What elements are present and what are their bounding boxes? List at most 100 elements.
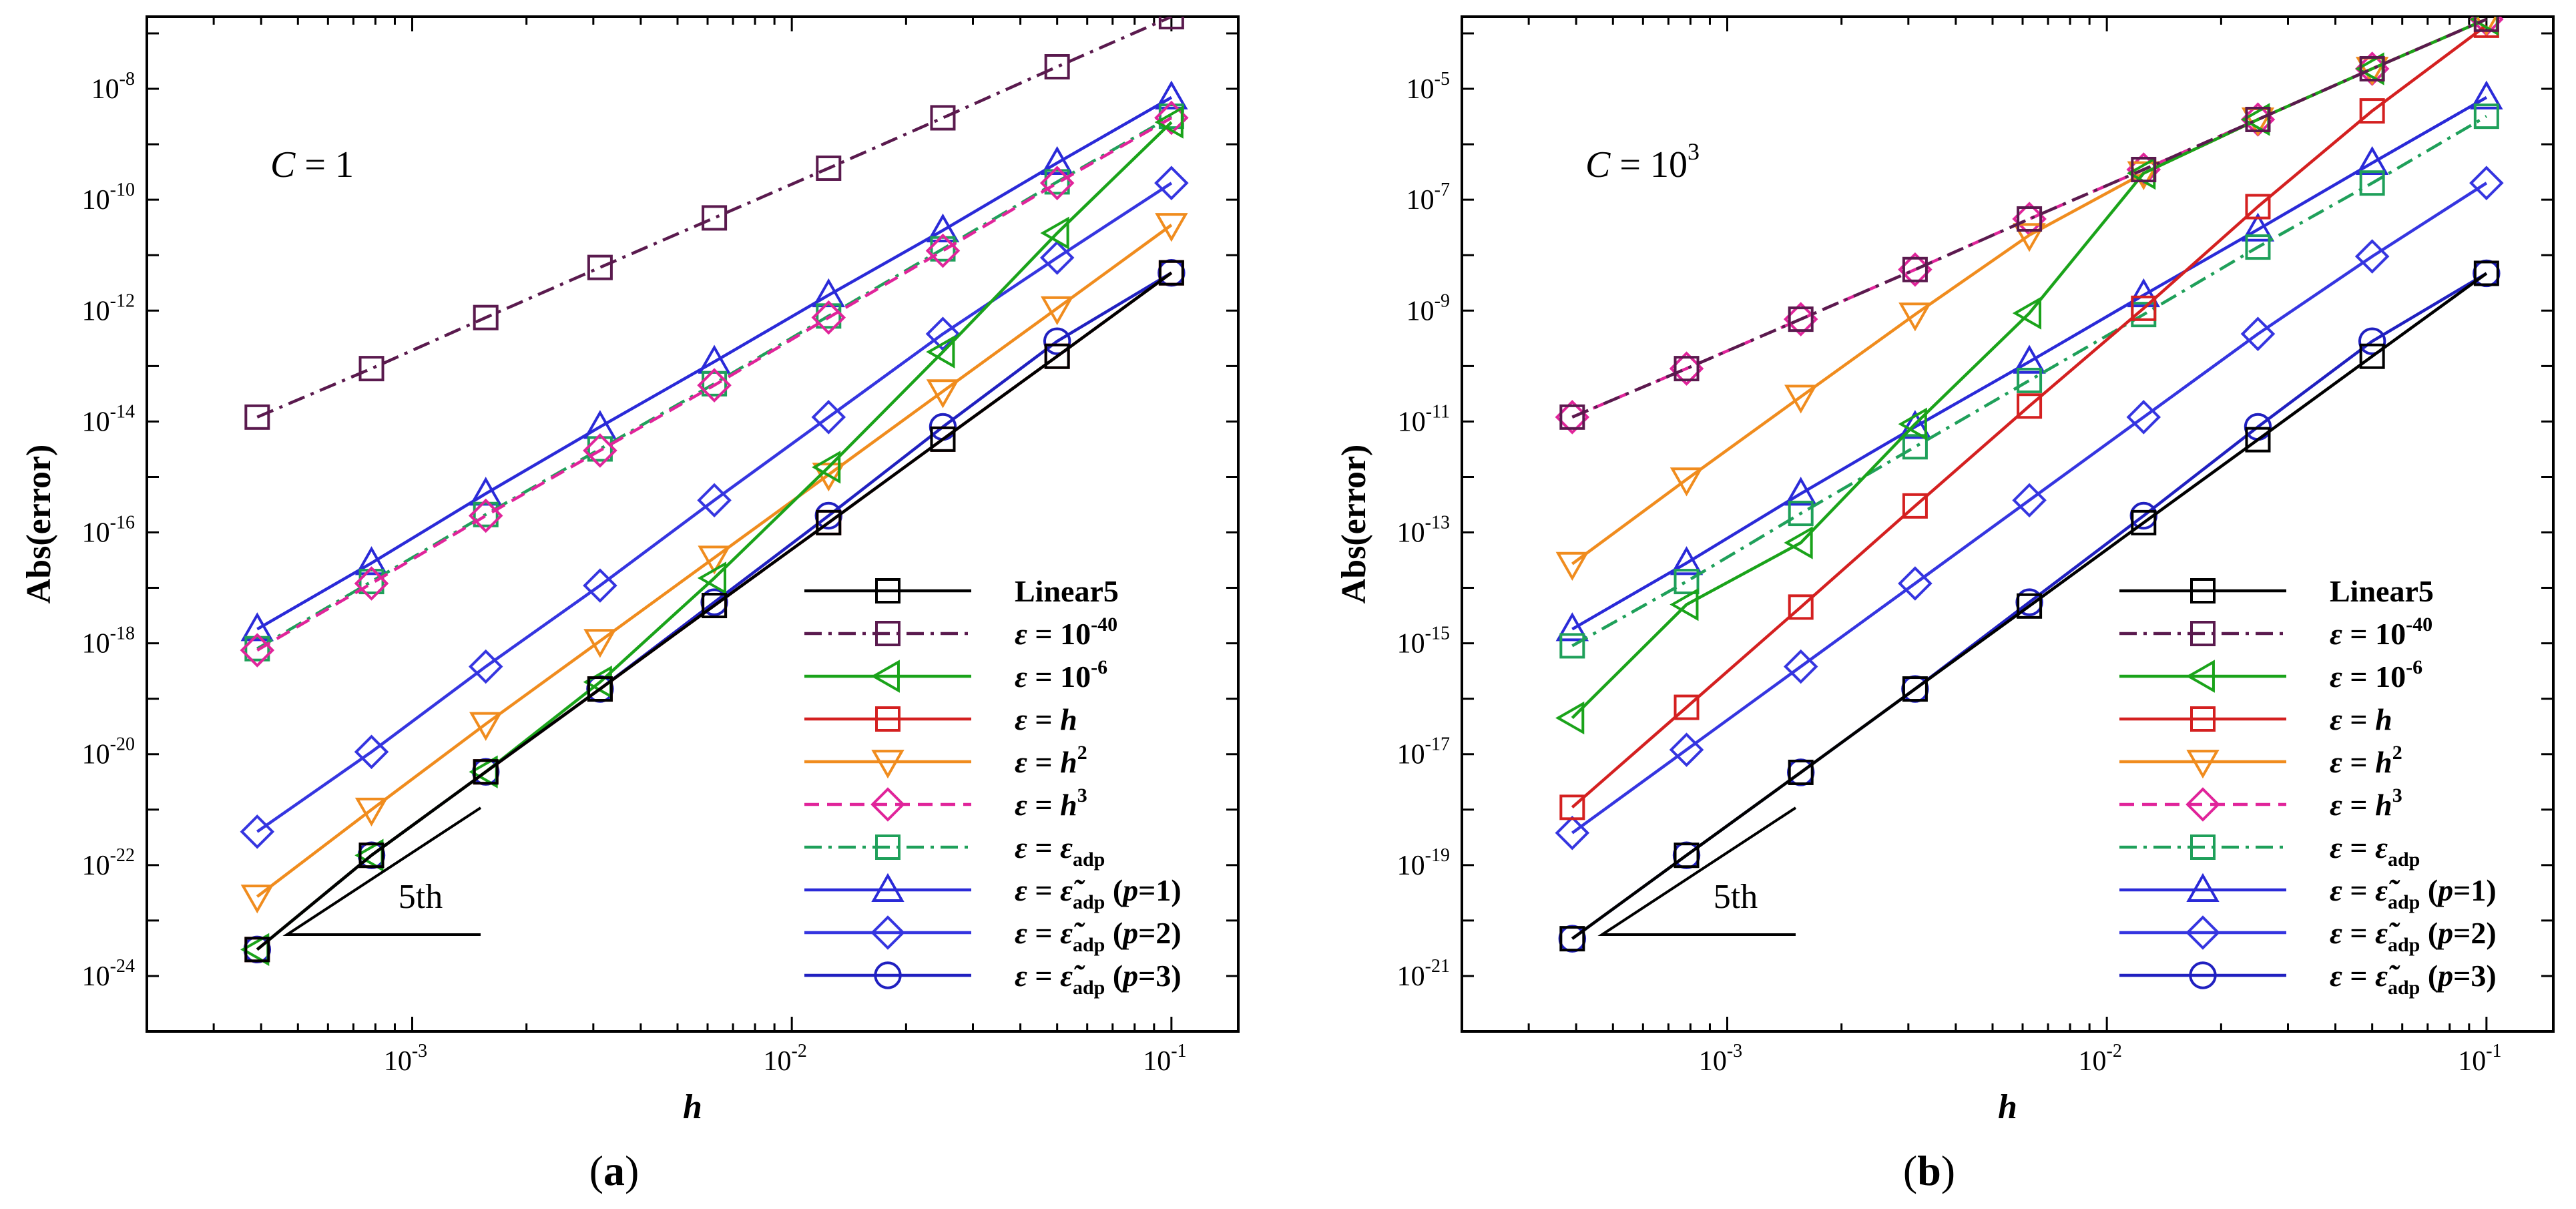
panel-label-close: ) bbox=[625, 1147, 639, 1194]
legend-marker bbox=[875, 706, 900, 732]
data-point bbox=[473, 304, 499, 330]
data-point bbox=[2470, 80, 2503, 109]
y-tick-label-base: 10 bbox=[82, 851, 110, 881]
legend-label-part: ( bbox=[1105, 959, 1123, 993]
legend-label-part: = bbox=[1027, 830, 1060, 865]
legend-label-part: ε bbox=[2375, 830, 2388, 865]
legend-marker bbox=[2190, 578, 2216, 603]
data-point bbox=[354, 734, 389, 770]
legend-label-part: = bbox=[2342, 745, 2375, 779]
data-point bbox=[2359, 56, 2385, 82]
y-tick-label-base: 10 bbox=[1397, 961, 1425, 992]
x-tick-label: 10-2 bbox=[2079, 1041, 2122, 1077]
y-tick-label-exponent: -15 bbox=[1425, 624, 1450, 644]
data-point bbox=[244, 636, 270, 662]
data-point bbox=[812, 451, 841, 484]
data-point bbox=[583, 629, 617, 658]
data-point bbox=[587, 676, 613, 702]
data-point bbox=[2473, 103, 2499, 130]
data-point bbox=[1898, 566, 1933, 601]
x-tick-label: 10-1 bbox=[1143, 1041, 1186, 1077]
data-point bbox=[816, 155, 842, 181]
data-point bbox=[930, 426, 956, 452]
legend-label-part: = 10 bbox=[2342, 617, 2406, 651]
legend-marker bbox=[870, 915, 905, 950]
series-0 bbox=[244, 260, 1184, 963]
data-point bbox=[926, 379, 960, 409]
legend-marker bbox=[871, 873, 905, 902]
data-point bbox=[2012, 296, 2042, 330]
legend-item: ε = 10-40 bbox=[804, 614, 1117, 651]
legend-label-part: ε bbox=[1015, 873, 1027, 907]
legend-label-part: ( bbox=[2420, 916, 2438, 950]
series-4 bbox=[240, 213, 1188, 914]
data-point bbox=[1040, 216, 1069, 250]
legend-label-part: = bbox=[1027, 788, 1060, 822]
legend-label-part: -6 bbox=[2406, 656, 2422, 678]
data-point bbox=[2473, 260, 2499, 286]
legend-label-part: 2 bbox=[1077, 742, 1087, 764]
data-point bbox=[2240, 316, 2276, 351]
series-line bbox=[1571, 272, 2488, 940]
y-tick-label-base: 10 bbox=[1406, 74, 1435, 105]
legend-label-part: = bbox=[1027, 745, 1060, 779]
data-point bbox=[926, 213, 960, 243]
data-point bbox=[2126, 400, 2161, 435]
data-point bbox=[1043, 327, 1071, 355]
plot-frame bbox=[146, 15, 1240, 1033]
data-point bbox=[469, 712, 503, 741]
y-tick-label: 10-7 bbox=[1406, 180, 1450, 216]
x-tick-label-exponent: -3 bbox=[412, 1041, 427, 1061]
data-point bbox=[2359, 98, 2385, 124]
panel-b: 10-3 10-2 10-110-2110-1910-1710-1510-1310-… bbox=[1335, 15, 2555, 1194]
legend-item: ε = h bbox=[2119, 702, 2392, 736]
panel-label-open: ( bbox=[589, 1147, 603, 1194]
data-point bbox=[2131, 156, 2157, 182]
annotation-equals: = 1 bbox=[295, 144, 354, 186]
data-point bbox=[1902, 676, 1928, 702]
legend-label: ε = εadp bbox=[2330, 830, 2420, 871]
y-tick-label-base: 10 bbox=[1397, 740, 1425, 770]
data-point bbox=[1902, 256, 1928, 282]
legend-label-part: ε bbox=[2330, 660, 2342, 694]
data-point bbox=[1555, 612, 1589, 642]
legend-label: Linear5 bbox=[2330, 574, 2434, 608]
x-tick-label-exponent: -2 bbox=[2107, 1041, 2122, 1061]
x-tick-label: 10-2 bbox=[764, 1041, 807, 1077]
legend-label-part: = bbox=[2342, 788, 2375, 822]
legend-label-part: p bbox=[1120, 959, 1138, 993]
y-tick-label-exponent: -19 bbox=[1425, 845, 1450, 866]
y-tick-label-exponent: -24 bbox=[110, 956, 135, 977]
legend-item: ε = h2 bbox=[2119, 742, 2402, 779]
slope-label: 5th bbox=[399, 878, 443, 916]
y-tick-label-exponent: -10 bbox=[110, 180, 135, 200]
x-tick-label-exponent: -3 bbox=[1727, 1041, 1742, 1061]
data-point bbox=[698, 545, 731, 575]
series-7 bbox=[240, 80, 1188, 642]
legend-label: ε = h bbox=[2330, 702, 2392, 736]
x-tick-label-base: 10 bbox=[764, 1046, 792, 1077]
data-point bbox=[1784, 477, 1818, 506]
legend-marker bbox=[875, 834, 900, 860]
legend-label-part: ε bbox=[1015, 617, 1027, 651]
y-tick-label-exponent: -18 bbox=[110, 624, 135, 644]
legend-item: ε = ε̃adp (p=1) bbox=[2119, 873, 2497, 913]
data-point bbox=[926, 335, 955, 369]
series-1 bbox=[244, 17, 1184, 430]
data-point bbox=[1788, 501, 1814, 527]
x-tick-label-exponent: -2 bbox=[792, 1041, 807, 1061]
legend-label: ε = ε̃adp (p=3) bbox=[2330, 959, 2497, 999]
x-axis-ticks bbox=[146, 17, 1173, 1031]
data-point bbox=[816, 303, 842, 329]
y-tick-label: 10-17 bbox=[1397, 734, 1450, 770]
data-point bbox=[2354, 239, 2390, 274]
y-axis-ticks bbox=[147, 32, 1238, 1033]
data-point bbox=[1040, 146, 1074, 176]
legend-label-part: ( bbox=[2420, 873, 2438, 907]
series-8 bbox=[1555, 166, 2504, 851]
y-tick-label: 10-10 bbox=[82, 180, 135, 216]
data-point bbox=[1902, 493, 1928, 519]
legend-item: ε = 10-6 bbox=[2119, 656, 2422, 694]
data-point bbox=[1673, 842, 1700, 869]
